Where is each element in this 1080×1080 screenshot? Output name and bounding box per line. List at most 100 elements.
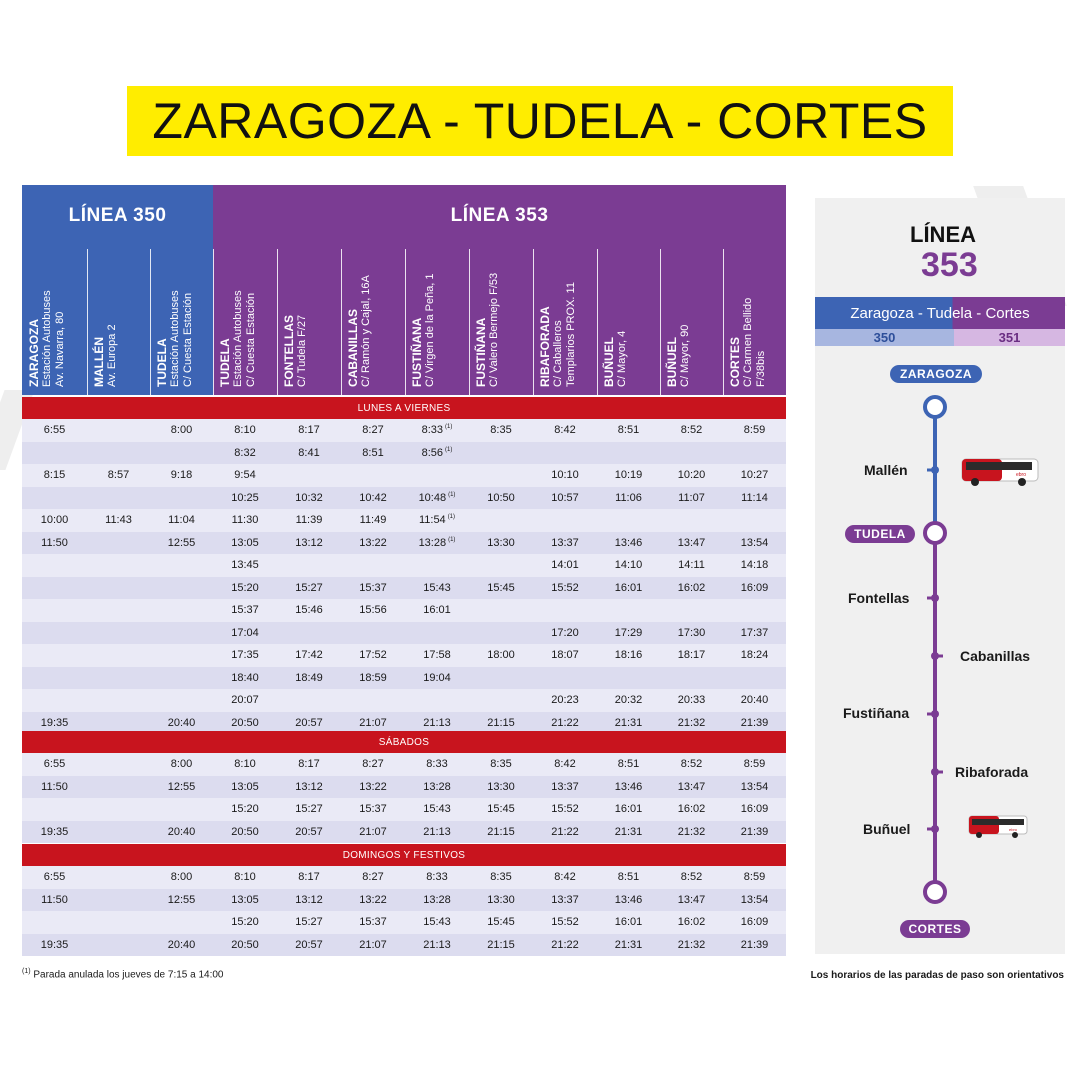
time-cell bbox=[22, 644, 87, 667]
table-row: 17:04 17:20 17:29 17:30 17:37 bbox=[22, 621, 786, 645]
time-cell: 15:20 bbox=[213, 798, 277, 821]
time-cell: 14:18 bbox=[723, 554, 786, 577]
table-row: 15:37 15:46 15:56 16:01 bbox=[22, 599, 786, 622]
time-value: 8:17 bbox=[298, 424, 320, 437]
time-value: 13:22 bbox=[359, 536, 387, 549]
time-value: 13:28 bbox=[423, 893, 451, 906]
time-cell: 21:22 bbox=[533, 712, 597, 735]
stop-address: C/ Cuesta Estación bbox=[182, 292, 194, 387]
time-value: 17:52 bbox=[359, 649, 387, 662]
time-value: 16:09 bbox=[740, 916, 769, 929]
footnote: (1) Parada anulada los jueves de 7:15 a … bbox=[22, 968, 224, 980]
time-value: 13:12 bbox=[295, 893, 323, 906]
time-cell bbox=[405, 689, 469, 712]
time-value: 8:59 bbox=[743, 871, 766, 884]
route-350-badge: 350 bbox=[815, 329, 954, 346]
stop-address: C/ Caballeros bbox=[552, 320, 564, 387]
time-value: 10:10 bbox=[551, 469, 579, 482]
section-header: DOMINGOS Y FESTIVOS bbox=[22, 844, 786, 866]
stop-address: C/ Valero Bermejo F/53 bbox=[488, 272, 500, 387]
time-value: 6:55 bbox=[43, 758, 66, 771]
time-cell bbox=[87, 419, 150, 442]
time-cell: 8:17 bbox=[277, 419, 341, 442]
footnote-text: Parada anulada los jueves de 7:15 a 14:0… bbox=[33, 969, 224, 981]
time-cell: 13:28 (1) bbox=[405, 532, 469, 555]
time-value: 20:23 bbox=[551, 694, 579, 707]
time-value: 20:33 bbox=[677, 694, 706, 707]
time-cell bbox=[150, 689, 213, 712]
time-value: 15:27 bbox=[295, 803, 323, 816]
time-value: 10:00 bbox=[40, 514, 69, 527]
section-header: SÁBADOS bbox=[22, 731, 786, 753]
stop-address: C/ Mayor, 4 bbox=[616, 330, 628, 387]
time-cell bbox=[150, 911, 213, 934]
time-cell: 8:27 bbox=[341, 419, 405, 442]
time-cell bbox=[277, 689, 341, 712]
stop-address: Av. Navarra, 80 bbox=[54, 311, 66, 387]
column-header: FONTELLAS C/ Tudela F/27 bbox=[277, 249, 341, 395]
time-cell: 8:52 bbox=[660, 753, 723, 776]
time-cell: 13:22 bbox=[341, 889, 405, 912]
time-cell: 8:35 bbox=[469, 419, 533, 442]
time-cell: 19:35 bbox=[22, 821, 87, 844]
time-cell: 11:07 bbox=[660, 487, 723, 510]
time-value: 15:43 bbox=[423, 803, 451, 816]
time-value: 15:20 bbox=[231, 803, 259, 816]
time-value: 8:52 bbox=[680, 871, 703, 884]
time-cell: 9:54 bbox=[213, 464, 277, 487]
time-value: 8:59 bbox=[743, 424, 766, 437]
time-value: 8:42 bbox=[554, 871, 576, 884]
time-value: 8:33 bbox=[426, 871, 448, 884]
time-value: 13:12 bbox=[295, 536, 323, 549]
time-cell: 14:11 bbox=[660, 554, 723, 577]
time-cell: 15:43 bbox=[405, 911, 469, 934]
time-value: 8:35 bbox=[490, 424, 512, 437]
time-value: 18:16 bbox=[614, 649, 643, 662]
time-cell: 15:37 bbox=[213, 599, 277, 622]
time-cell: 8:27 bbox=[341, 866, 405, 889]
time-value: 20:50 bbox=[231, 825, 259, 838]
time-cell bbox=[533, 442, 597, 465]
time-cell: 15:37 bbox=[341, 911, 405, 934]
time-value: 8:59 bbox=[743, 758, 766, 771]
time-cell bbox=[87, 798, 150, 821]
time-value: 11:07 bbox=[678, 491, 705, 504]
time-cell bbox=[533, 667, 597, 690]
table-row: 17:35 17:42 17:52 17:58 18:00 18:07 18:16 18:17… bbox=[22, 644, 786, 667]
time-value: 21:39 bbox=[740, 938, 769, 951]
time-cell: 21:31 bbox=[597, 934, 660, 957]
time-value: 21:07 bbox=[359, 938, 387, 951]
time-cell: 15:45 bbox=[469, 911, 533, 934]
time-cell bbox=[87, 622, 150, 645]
stop-zaragoza-pill: ZARAGOZA bbox=[890, 365, 982, 383]
time-cell bbox=[87, 911, 150, 934]
time-cell: 17:29 bbox=[597, 622, 660, 645]
time-cell: 10:25 bbox=[213, 487, 277, 510]
time-cell: 17:52 bbox=[341, 644, 405, 667]
stop-name: FUSTIÑANA bbox=[474, 317, 488, 387]
time-value: 8:51 bbox=[362, 446, 384, 459]
time-cell bbox=[87, 599, 150, 622]
stop-ribaforada-label: Ribaforada bbox=[955, 764, 1029, 780]
time-cell bbox=[341, 689, 405, 712]
time-cell: 13:46 bbox=[597, 776, 660, 799]
time-value: 8:17 bbox=[298, 871, 320, 884]
time-cell: 21:31 bbox=[597, 712, 660, 735]
time-value: 19:35 bbox=[40, 825, 69, 838]
time-value: 13:46 bbox=[614, 780, 643, 793]
time-cell bbox=[405, 554, 469, 577]
time-cell bbox=[87, 532, 150, 555]
time-value: 13:12 bbox=[295, 780, 323, 793]
time-cell: 20:50 bbox=[213, 934, 277, 957]
time-value: 21:13 bbox=[423, 938, 451, 951]
time-cell bbox=[723, 509, 786, 532]
time-cell: 21:07 bbox=[341, 934, 405, 957]
time-cell: 8:00 bbox=[150, 753, 213, 776]
stop-mallen-label: Mallén bbox=[864, 462, 908, 478]
time-value: 11:30 bbox=[231, 514, 259, 527]
time-cell: 11:06 bbox=[597, 487, 660, 510]
time-cell bbox=[660, 599, 723, 622]
time-cell bbox=[533, 509, 597, 532]
time-value: 13:28 bbox=[418, 536, 447, 549]
time-cell bbox=[469, 622, 533, 645]
